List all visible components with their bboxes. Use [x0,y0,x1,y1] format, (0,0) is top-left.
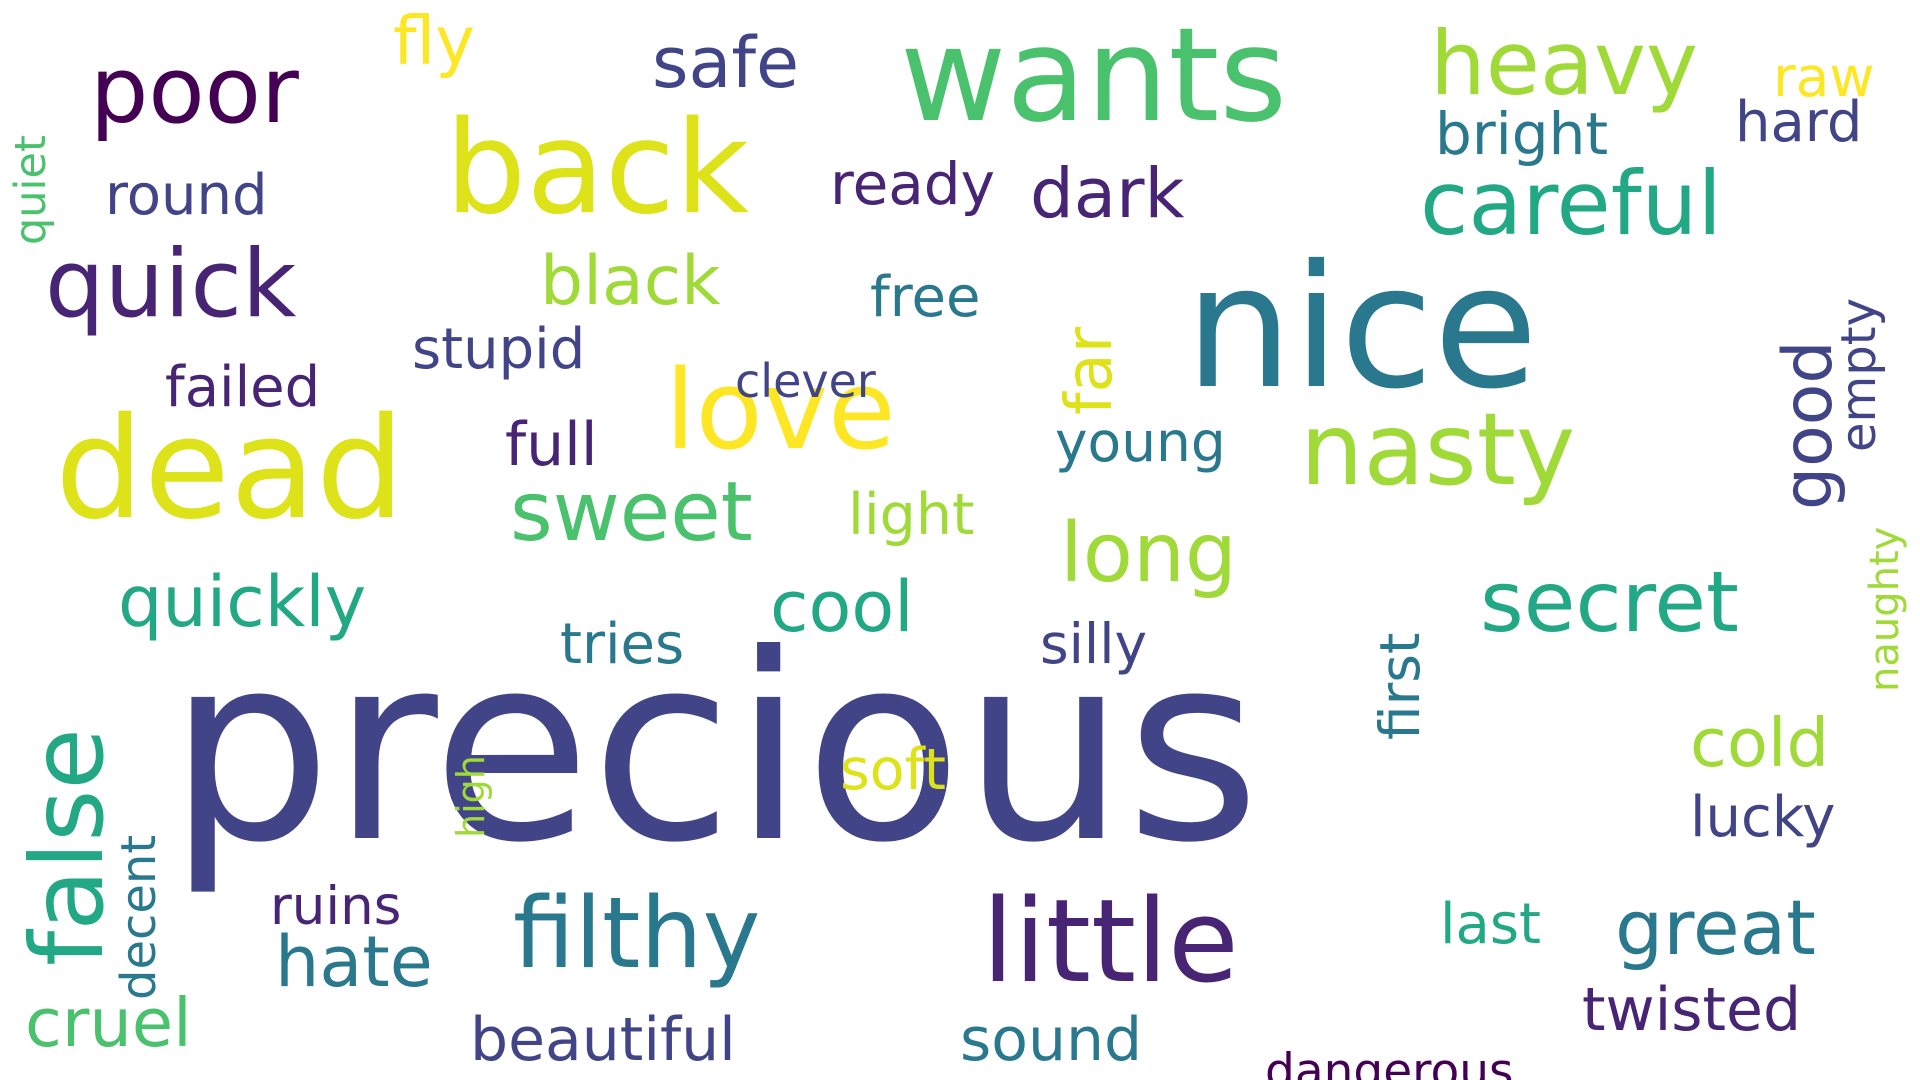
cloud-word-dark: dark [1030,154,1185,234]
cloud-word-young: young [1055,410,1226,474]
cloud-word-back: back [445,94,750,243]
cloud-word-precious: precious [168,599,1261,899]
cloud-word-hard: hard [1735,90,1863,155]
cloud-word-cold: cold [1690,704,1829,782]
cloud-word-lucky: lucky [1690,785,1836,850]
cloud-word-fly: fly [393,2,475,80]
cloud-word-filthy: filthy [513,877,761,991]
cloud-word-cool: cool [770,566,914,648]
cloud-word-careful: careful [1420,152,1722,255]
cloud-word-light: light [848,482,975,548]
cloud-word-round: round [105,163,268,228]
cloud-word-high: high [449,755,493,838]
cloud-word-long: long [1060,506,1237,601]
cloud-word-decent: decent [111,834,167,1000]
cloud-word-first: first [1368,632,1432,740]
cloud-word-empty: empty [1831,298,1887,452]
cloud-word-clever: clever [735,354,876,408]
cloud-word-quiet: quiet [6,135,56,245]
cloud-word-stupid: stupid [412,317,586,382]
cloud-word-tries: tries [560,612,685,677]
cloud-word-poor: poor [90,37,299,144]
cloud-word-last: last [1440,892,1542,957]
cloud-word-raw: raw [1773,45,1875,109]
cloud-word-naughty: naughty [1862,526,1908,692]
cloud-word-dangerous: dangerous [1265,1044,1514,1080]
cloud-word-sweet: sweet [510,465,753,560]
cloud-word-cruel: cruel [25,984,192,1062]
cloud-word-hate: hate [275,921,433,1003]
cloud-word-failed: failed [165,355,321,420]
cloud-word-black: black [540,242,721,321]
cloud-word-nasty: nasty [1300,391,1576,508]
cloud-word-twisted: twisted [1582,975,1802,1045]
cloud-word-sound: sound [960,1005,1143,1075]
cloud-word-nice: nice [1185,229,1539,427]
cloud-word-ready: ready [830,150,995,218]
cloud-word-wants: wants [900,0,1288,151]
cloud-word-quickly: quickly [118,561,367,643]
cloud-word-safe: safe [652,22,800,104]
cloud-word-soft: soft [840,737,946,803]
cloud-word-bright: bright [1435,100,1609,168]
cloud-word-silly: silly [1040,612,1148,676]
cloud-word-little: little [982,875,1239,1009]
cloud-word-beautiful: beautiful [470,1005,736,1075]
cloud-word-ruins: ruins [270,876,402,937]
cloud-word-false: false [9,728,126,966]
cloud-word-far: far [1053,326,1127,415]
cloud-word-love: love [665,346,896,474]
cloud-word-free: free [870,265,981,330]
cloud-word-heavy: heavy [1430,12,1698,115]
cloud-word-dead: dead [55,388,405,551]
cloud-word-full: full [505,410,598,480]
cloud-word-great: great [1615,883,1816,972]
cloud-word-secret: secret [1480,553,1739,651]
cloud-word-quick: quick [45,230,297,339]
